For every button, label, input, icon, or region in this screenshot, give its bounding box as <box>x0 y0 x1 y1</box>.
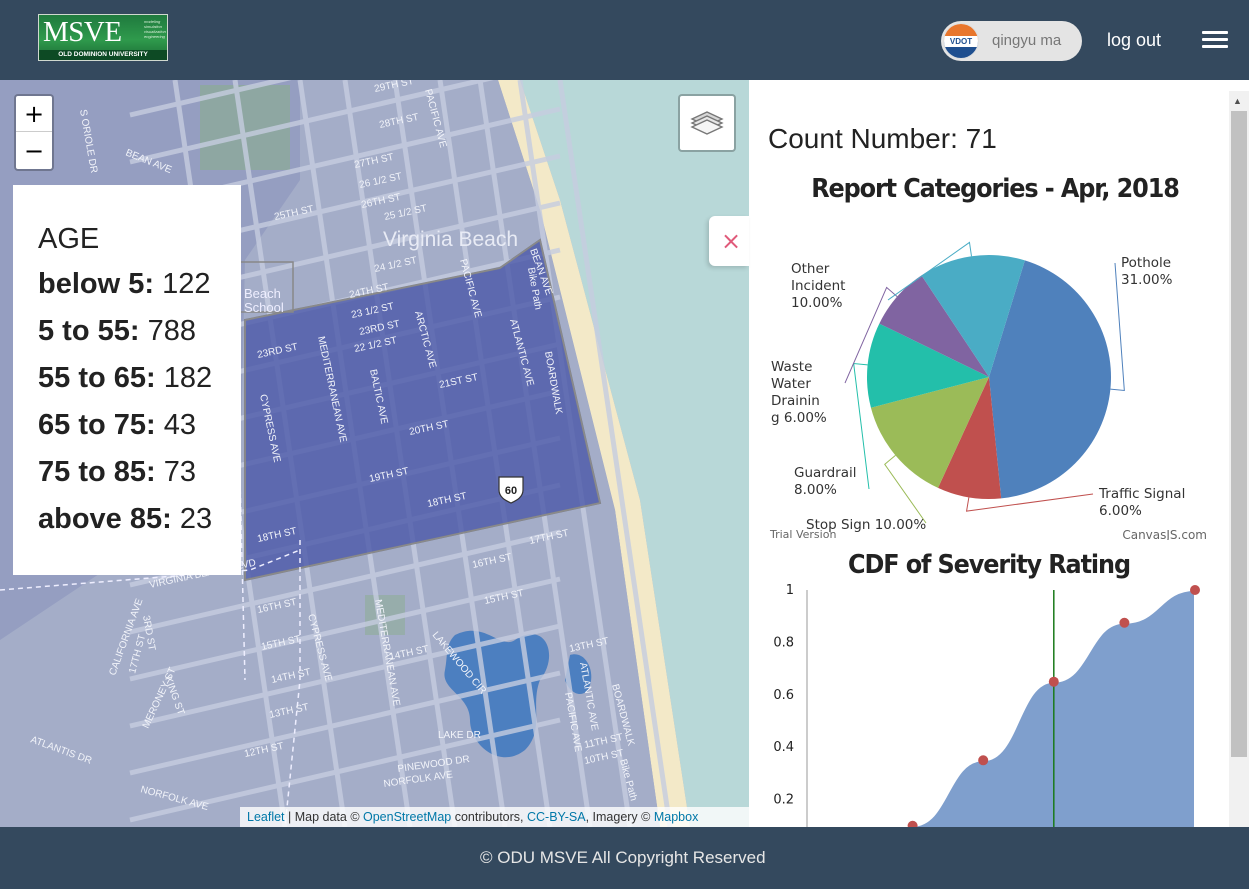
svg-text:Guardrail: Guardrail <box>794 465 857 481</box>
app-header: MSVE modeling simulation visualization e… <box>0 0 1249 80</box>
legend-row: 55 to 65: 182 <box>38 362 213 394</box>
layers-button[interactable] <box>678 94 736 152</box>
close-panel-button[interactable]: × <box>709 216 749 266</box>
map-attribution: Leaflet | Map data © OpenStreetMap contr… <box>240 807 749 827</box>
leaflet-link[interactable]: Leaflet <box>247 810 285 824</box>
svg-text:Other: Other <box>791 261 830 277</box>
route-shield-label: 60 <box>505 485 517 497</box>
legend-row: below 5: 122 <box>38 268 211 300</box>
pie-slice <box>989 260 1111 499</box>
zoom-control: + − <box>14 94 54 171</box>
logo-university: OLD DOMINION UNIVERSITY <box>39 50 167 60</box>
mapbox-link[interactable]: Mapbox <box>653 810 699 824</box>
hamburger-icon[interactable] <box>1202 31 1228 49</box>
canvasjs-credit: CanvasJS.com <box>1122 528 1207 540</box>
legend-row: above 85: 23 <box>38 503 213 535</box>
y-tick-label: 0.2 <box>773 793 794 808</box>
cdf-point <box>1190 585 1200 595</box>
footer <box>0 827 1249 889</box>
zoom-out-button[interactable]: − <box>23 137 45 165</box>
count-number: Count Number: 71 <box>768 123 997 154</box>
pie-slice <box>921 255 1025 377</box>
ocean <box>520 80 749 827</box>
place-label: Virginia Beach <box>383 228 518 251</box>
stats-panel: Count Number: 71 Report Categories - Apr… <box>749 80 1249 857</box>
pie-slice <box>867 323 989 408</box>
osm-link[interactable]: OpenStreetMap <box>363 810 452 824</box>
legend-row: 65 to 75: 43 <box>38 409 196 441</box>
layers-icon <box>690 111 724 135</box>
logout-link[interactable]: log out <box>1107 30 1162 50</box>
vdot-badge: VDOT <box>944 36 978 47</box>
route-60-shield <box>498 476 524 504</box>
y-tick-label: 0.6 <box>773 688 794 703</box>
logo-tagline: modeling simulation visualization engine… <box>144 19 166 39</box>
user-name: qingyu ma <box>992 32 1062 49</box>
pie-slice <box>870 377 989 488</box>
svg-text:Waste: Waste <box>771 359 812 375</box>
map-view[interactable]: 29TH ST 28TH ST 27TH ST 26 1/2 ST 26TH ST 25 … <box>0 80 749 827</box>
avatar: VDOT <box>943 23 979 59</box>
close-icon: × <box>721 227 742 255</box>
license-link[interactable]: CC-BY-SA <box>526 810 586 824</box>
pie-chart-title: Report Categories - Apr, 2018 <box>811 174 1180 204</box>
logo-text: MSVE <box>43 16 122 48</box>
lake <box>444 630 550 758</box>
svg-text:Stop Sign 10.00%: Stop Sign 10.00% <box>806 517 926 533</box>
y-tick-label: 0.4 <box>773 740 794 755</box>
cdf-chart-title: CDF of Severity Rating <box>848 550 1131 580</box>
copyright-text: © ODU MSVE All Copyright Reserved <box>480 848 766 867</box>
cdf-point <box>978 755 989 766</box>
cdf-chart[interactable]: 00.20.40.60.81 <box>749 580 1229 857</box>
msve-logo[interactable]: MSVE modeling simulation visualization e… <box>38 14 168 61</box>
svg-text:10.00%: 10.00% <box>791 295 843 311</box>
svg-text:Traffic Signal: Traffic Signal <box>1098 486 1185 502</box>
y-tick-label: 1 <box>786 583 794 598</box>
svg-text:Water: Water <box>771 376 811 392</box>
scrollbar-thumb[interactable] <box>1231 111 1247 757</box>
zoom-in-button[interactable]: + <box>16 96 52 132</box>
scroll-up-arrow[interactable]: ▲ <box>1233 96 1242 106</box>
legend-row: 75 to 85: 73 <box>38 456 196 488</box>
pie-slice <box>879 275 989 377</box>
age-legend: AGE below 5: 122 5 to 55: 788 55 to 65: … <box>13 185 241 575</box>
cdf-point <box>1119 617 1130 628</box>
svg-text:8.00%: 8.00% <box>794 482 837 498</box>
legend-row: 5 to 55: 788 <box>38 315 196 347</box>
legend-title: AGE <box>38 223 100 255</box>
svg-text:31.00%: 31.00% <box>1121 272 1173 288</box>
cdf-point <box>1048 676 1059 687</box>
street-label: LAKE DR <box>438 730 481 741</box>
svg-text:6.00%: 6.00% <box>1099 503 1142 519</box>
y-tick-label: 0.8 <box>773 635 794 650</box>
cdf-area <box>841 588 1196 853</box>
pie-label: Stop Sign 10.00% <box>806 454 927 533</box>
trial-version-text: Trial Version <box>769 528 836 540</box>
svg-text:Incident: Incident <box>791 278 845 294</box>
school-label: School <box>244 300 284 315</box>
svg-text:Drainin: Drainin <box>771 393 820 409</box>
user-profile-button[interactable]: VDOT qingyu ma <box>941 21 1082 61</box>
svg-text:g 6.00%: g 6.00% <box>771 410 827 426</box>
school-label: Beach <box>244 286 281 301</box>
pie-slice <box>938 377 1002 499</box>
svg-text:Pothole: Pothole <box>1121 255 1171 271</box>
